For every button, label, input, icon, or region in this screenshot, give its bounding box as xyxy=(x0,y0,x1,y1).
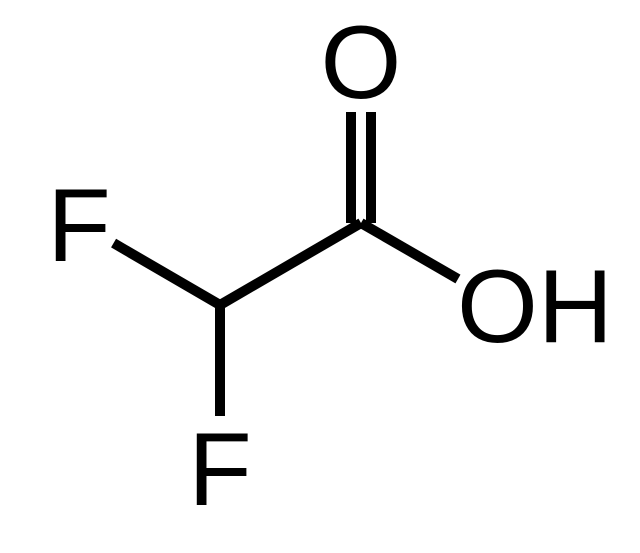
molecule-diagram: O OH F F xyxy=(0,0,640,553)
bond-C1-F_top xyxy=(114,243,220,305)
atom-label-O_dbl: O xyxy=(321,5,402,121)
atom-label-OH: OH xyxy=(457,249,613,365)
atom-label-F_bot: F xyxy=(188,412,252,528)
atom-label-F_top: F xyxy=(47,168,111,284)
bond-C2-OH xyxy=(361,223,458,279)
bond-C1-C2 xyxy=(220,223,361,305)
